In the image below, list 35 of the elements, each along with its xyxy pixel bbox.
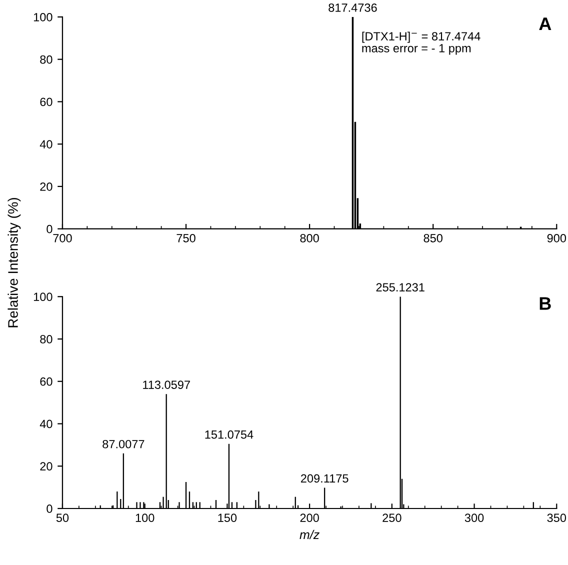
annotation: 151.0754 (205, 430, 254, 439)
y-tick-label: 60 (40, 98, 52, 106)
y-axis-title: Relative Intensity (%) (8, 198, 21, 328)
x-axis-title: m/z (300, 530, 320, 540)
chart-title: A (539, 18, 552, 30)
y-tick-label: 40 (40, 420, 52, 428)
y-tick-label: 80 (40, 55, 52, 64)
x-tick-label: 200 (300, 514, 319, 522)
annotation: 255.1231 (376, 283, 424, 292)
x-tick-label: 250 (382, 514, 402, 522)
y-tick-label: 40 (40, 140, 52, 148)
annotation: 209.1175 (300, 474, 348, 483)
x-tick-label: 300 (464, 514, 484, 522)
y-tick-label: 0 (46, 504, 52, 513)
annotation: 87.0077 (102, 440, 144, 448)
x-tick-label: 800 (300, 234, 319, 242)
y-tick-label: 100 (34, 12, 52, 22)
annotation: 113.0597 (143, 380, 190, 389)
x-tick-label: 850 (424, 234, 442, 242)
x-tick-label: 150 (218, 514, 237, 522)
x-tick-label: 100 (136, 514, 154, 522)
y-tick-label: 60 (40, 377, 52, 386)
x-tick-label: 700 (53, 234, 72, 242)
x-tick-label: 50 (56, 514, 69, 522)
y-tick-label: 80 (40, 335, 52, 344)
x-tick-label: 900 (547, 234, 566, 242)
x-tick-label: 350 (547, 514, 566, 522)
y-tick-label: 20 (40, 182, 52, 191)
y-tick-label: 100 (34, 292, 52, 302)
y-tick-label: 0 (46, 224, 52, 234)
annotation: 817.4736 (328, 3, 377, 12)
x-tick-label: 750 (176, 234, 196, 242)
chart-title: B (540, 297, 551, 310)
annotation: [DTX1-H]$^{−}$ = 817.4744 mass error = - 1 ppm (362, 32, 480, 55)
y-tick-label: 20 (40, 462, 52, 471)
